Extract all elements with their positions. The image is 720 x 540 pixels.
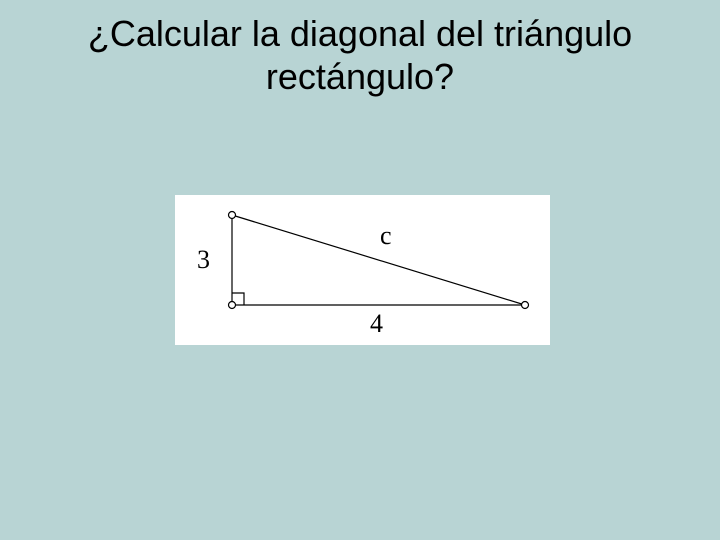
vertex-bottom-left: [229, 302, 236, 309]
triangle-diagram: 3 c 4: [175, 195, 550, 345]
label-hypotenuse: c: [380, 221, 392, 251]
label-side-a: 3: [197, 245, 210, 275]
label-side-b: 4: [370, 309, 383, 339]
slide-title: ¿Calcular la diagonal del triángulo rect…: [0, 0, 720, 98]
vertex-top-left: [229, 212, 236, 219]
triangle-svg: [175, 195, 550, 345]
hypotenuse: [232, 215, 525, 305]
vertex-bottom-right: [522, 302, 529, 309]
